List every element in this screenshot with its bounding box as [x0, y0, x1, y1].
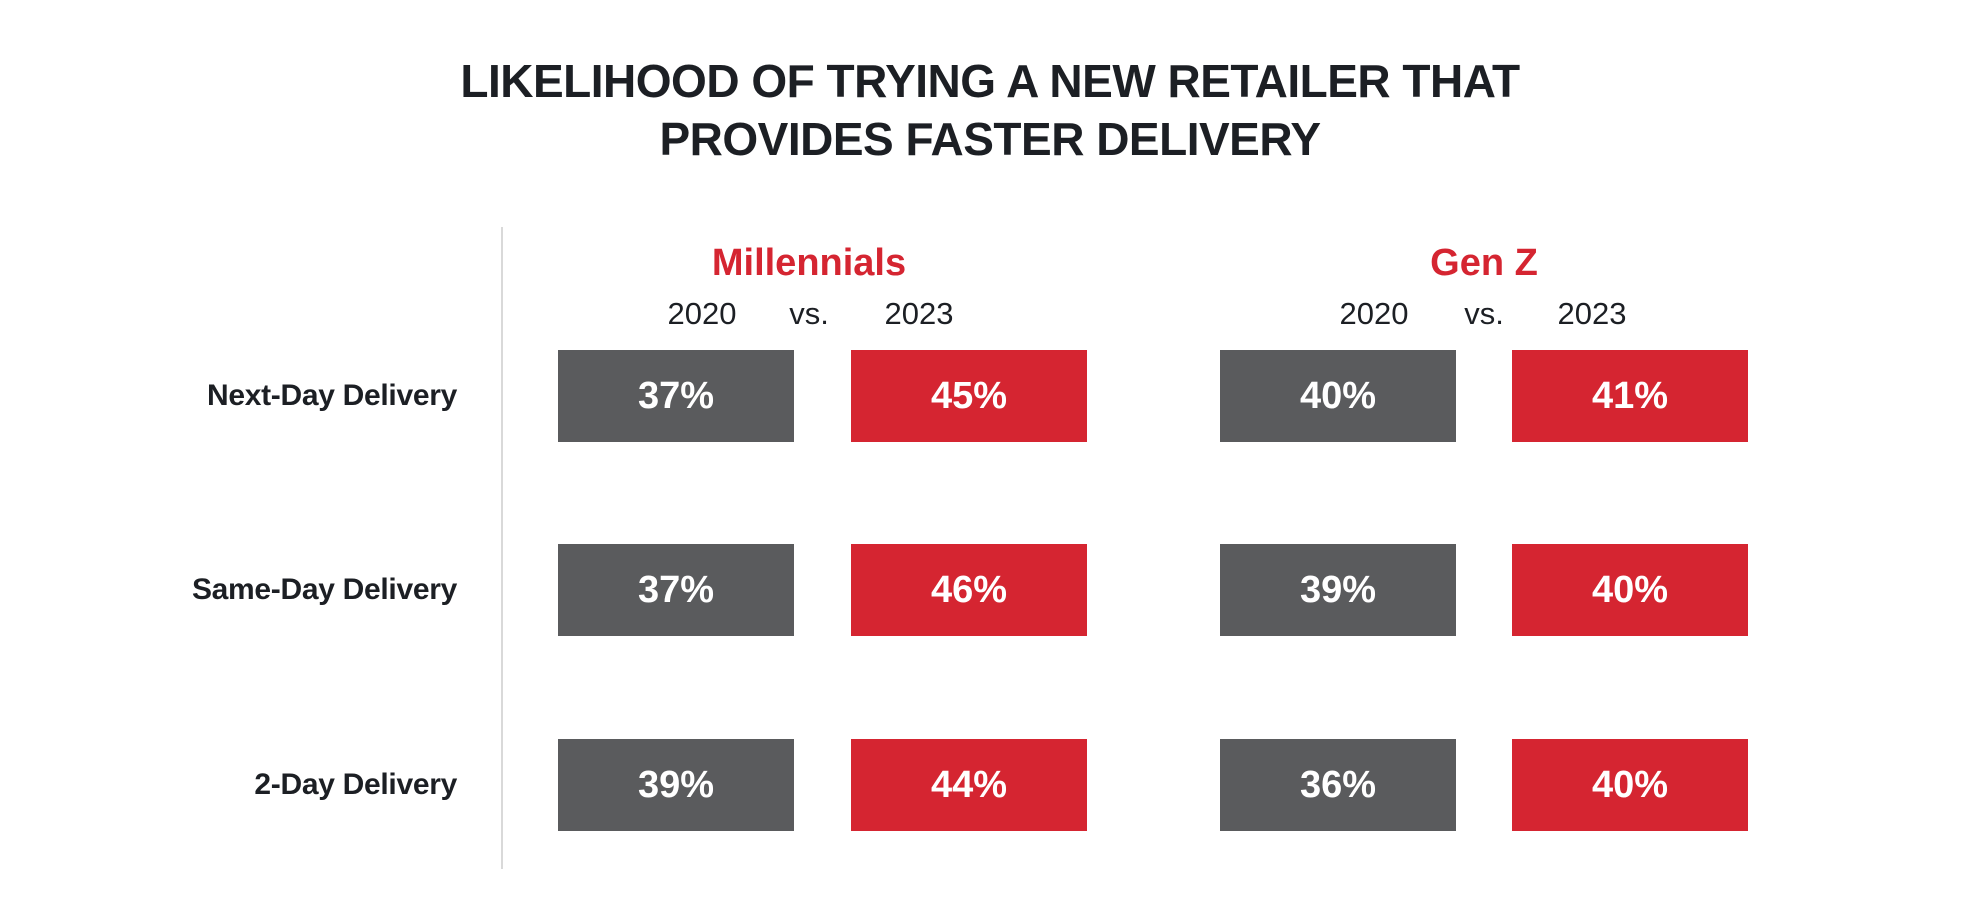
value-cell-2023: 40%	[1512, 544, 1748, 636]
group-label: Millennials	[711, 242, 907, 284]
value-cell-2020: 36%	[1220, 739, 1456, 831]
value-cell-2023: 41%	[1512, 350, 1748, 442]
group-label: Gen Z	[1430, 242, 1538, 284]
year-label: vs.	[1464, 296, 1504, 331]
year-label: 2023	[884, 296, 954, 331]
year-label: 2023	[1557, 296, 1627, 331]
value-cell-2023: 44%	[851, 739, 1087, 831]
row-label: 2-Day Delivery	[254, 768, 457, 801]
row-label: Next-Day Delivery	[206, 379, 457, 412]
year-label: vs.	[789, 296, 829, 331]
value-cell-2023: 46%	[851, 544, 1087, 636]
row-label: Same-Day Delivery	[191, 573, 457, 606]
value-cell-2020: 37%	[558, 350, 794, 442]
chart-title: LIKELIHOOD OF TRYING A NEW RETAILER THAT…	[0, 52, 1980, 168]
title-line-1: LIKELIHOOD OF TRYING A NEW RETAILER THAT	[460, 55, 1520, 107]
value-cell-2020: 40%	[1220, 350, 1456, 442]
value-cell-2023: 45%	[851, 350, 1087, 442]
value-cell-2020: 39%	[558, 739, 794, 831]
year-label: 2020	[1339, 296, 1409, 331]
value-cell-2020: 39%	[1220, 544, 1456, 636]
year-label: 2020	[667, 296, 737, 331]
divider	[501, 227, 503, 869]
value-cell-2023: 40%	[1512, 739, 1748, 831]
title-line-2: PROVIDES FASTER DELIVERY	[659, 113, 1321, 165]
value-cell-2020: 37%	[558, 544, 794, 636]
